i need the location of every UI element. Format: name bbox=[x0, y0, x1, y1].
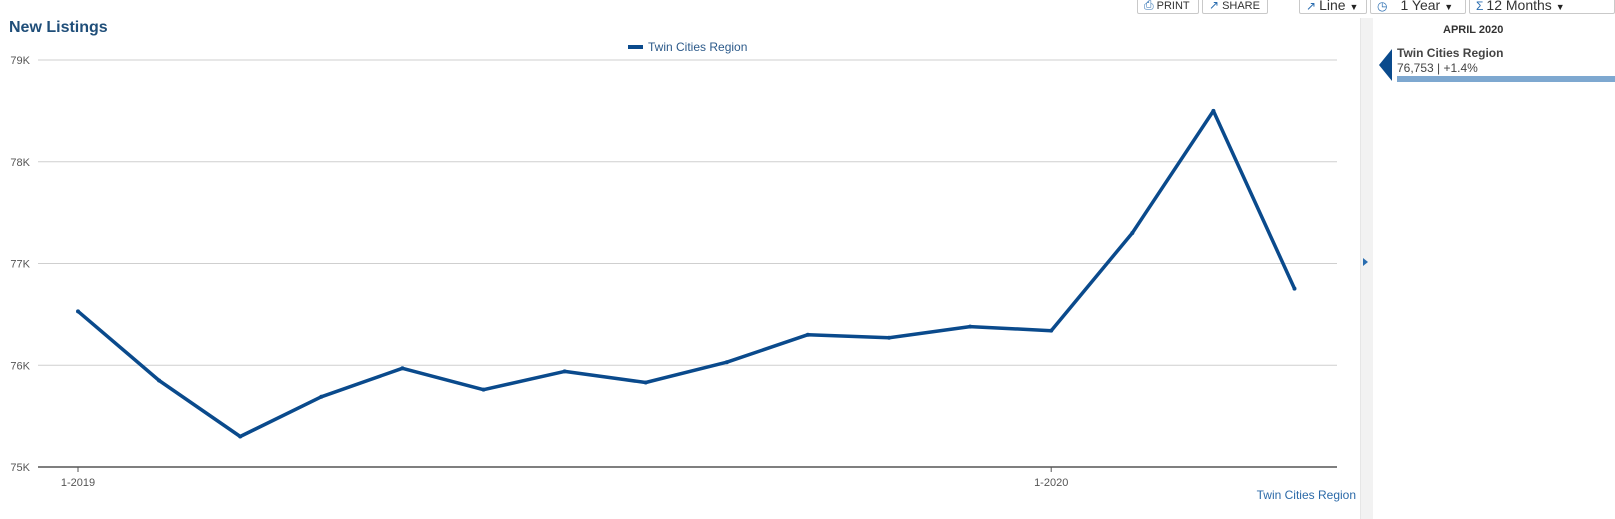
x-axis: 1-2019 1-2020 bbox=[61, 467, 1068, 489]
series bbox=[76, 108, 1297, 439]
y-tick-label: 79K bbox=[10, 55, 30, 67]
data-point[interactable] bbox=[643, 380, 648, 385]
caret-right-icon[interactable] bbox=[1363, 258, 1368, 266]
data-point[interactable] bbox=[562, 369, 567, 374]
printer-icon: ⎙ bbox=[1144, 0, 1154, 12]
y-tick-label: 76K bbox=[10, 360, 30, 372]
data-point[interactable] bbox=[319, 394, 324, 399]
print-label: PRINT bbox=[1156, 0, 1190, 12]
y-tick-label: 77K bbox=[10, 259, 30, 271]
panel-series-value: 76,753 | +1.4% bbox=[1397, 61, 1478, 75]
chevron-down-icon: ▼ bbox=[1444, 2, 1454, 12]
y-tick-label: 78K bbox=[10, 157, 30, 169]
panel-date: APRIL 2020 bbox=[1443, 24, 1504, 36]
panel-series-name: Twin Cities Region bbox=[1397, 46, 1504, 60]
data-point[interactable] bbox=[1049, 328, 1054, 333]
data-point[interactable] bbox=[400, 366, 405, 371]
data-point[interactable] bbox=[238, 434, 243, 439]
sigma-icon: Σ bbox=[1476, 0, 1484, 13]
x-tick-label: 1-2019 bbox=[61, 477, 95, 489]
legend-swatch bbox=[628, 45, 643, 49]
data-point[interactable] bbox=[157, 378, 162, 383]
clock-icon: ◷ bbox=[1377, 0, 1388, 13]
panel-collapse-handle[interactable] bbox=[1360, 18, 1373, 519]
data-point[interactable] bbox=[76, 309, 80, 314]
data-point[interactable] bbox=[805, 332, 810, 337]
rolling-value: 12 Months bbox=[1486, 0, 1552, 13]
data-point[interactable] bbox=[887, 335, 891, 340]
data-point[interactable] bbox=[1292, 286, 1297, 291]
data-point[interactable] bbox=[724, 360, 729, 365]
period-select[interactable]: ◷ 1 Year ▼ bbox=[1370, 0, 1466, 14]
share-label: SHARE bbox=[1222, 0, 1260, 12]
panel-value-bar bbox=[1397, 76, 1615, 82]
chart-type-value: Line bbox=[1319, 0, 1346, 13]
data-point[interactable] bbox=[1211, 108, 1216, 113]
y-tick-label: 75K bbox=[10, 462, 30, 474]
source-label[interactable]: Twin Cities Region bbox=[1257, 488, 1356, 502]
panel-value-bar-fill bbox=[1397, 76, 1615, 82]
chart-type-select[interactable]: ↗ Line ▼ bbox=[1299, 0, 1367, 14]
rolling-select[interactable]: Σ 12 Months ▼ bbox=[1469, 0, 1615, 14]
chevron-down-icon: ▼ bbox=[1349, 2, 1359, 12]
line-chart: 75K 76K 77K 78K 79K 1-2019 1-2020 Twin Cities… bbox=[10, 40, 1356, 502]
data-point[interactable] bbox=[481, 387, 486, 392]
legend-label: Twin Cities Region bbox=[648, 40, 747, 54]
data-point[interactable] bbox=[968, 324, 973, 329]
series-marker-icon bbox=[1379, 49, 1392, 81]
chart-title: New Listings bbox=[9, 19, 108, 36]
share-button[interactable]: ↗ SHARE bbox=[1202, 0, 1268, 14]
series-line[interactable] bbox=[76, 109, 1297, 439]
grid bbox=[38, 59, 1337, 468]
period-value: 1 Year bbox=[1400, 0, 1441, 13]
legend[interactable]: Twin Cities Region bbox=[628, 40, 747, 54]
share-icon: ↗ bbox=[1209, 0, 1220, 12]
data-point[interactable] bbox=[1130, 230, 1135, 235]
x-tick-label: 1-2020 bbox=[1034, 477, 1068, 489]
line-chart-icon: ↗ bbox=[1306, 0, 1317, 13]
chevron-down-icon: ▼ bbox=[1555, 2, 1565, 12]
print-button[interactable]: ⎙ PRINT bbox=[1137, 0, 1199, 14]
y-axis: 75K 76K 77K 78K 79K bbox=[10, 55, 30, 474]
